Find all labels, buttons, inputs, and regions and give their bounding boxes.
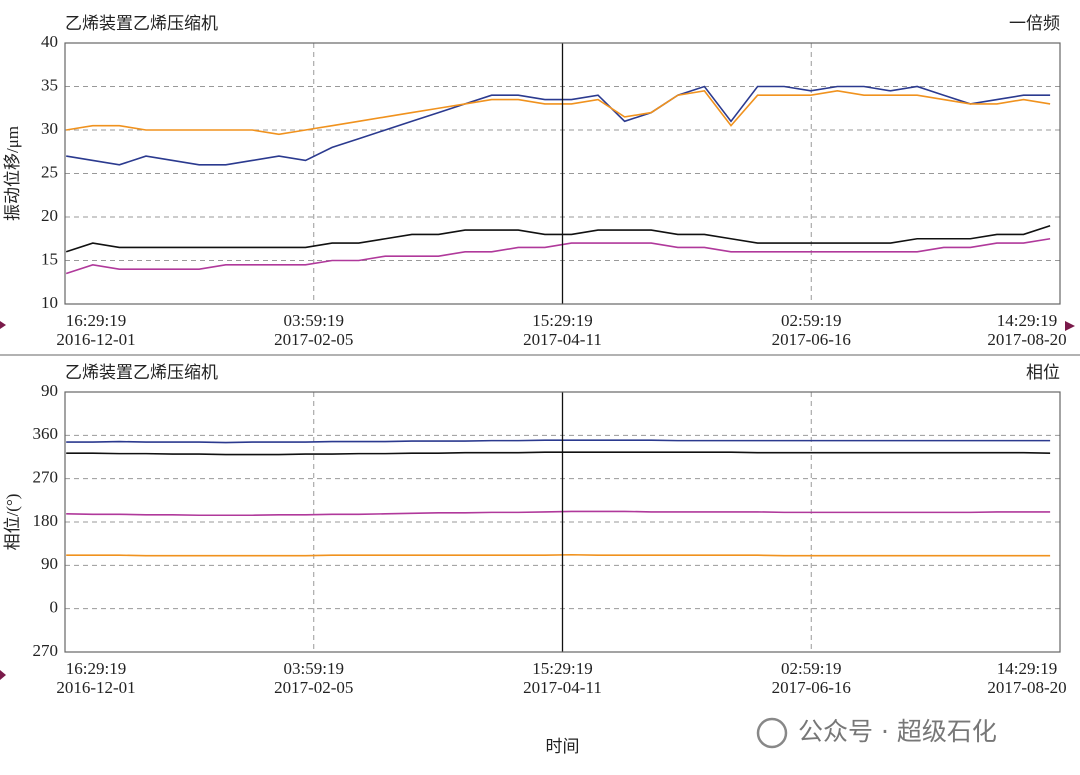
series-line <box>65 237 1051 275</box>
x-tick-label: 2017-02-05 <box>274 678 353 697</box>
plot-frame <box>64 42 1061 305</box>
x-tick-label: 02:59:19 <box>781 659 841 678</box>
y-tick-label: 35 <box>41 75 58 94</box>
x-tick-label: 2017-02-05 <box>274 330 353 349</box>
x-axis-label: 时间 <box>546 737 580 756</box>
watermark: 公众号 · 超级石化 <box>756 717 997 749</box>
x-tick-label: 2017-04-11 <box>523 330 602 349</box>
x-tick-label: 2016-12-01 <box>56 330 135 349</box>
plot-frame <box>64 391 1061 653</box>
series-line <box>66 439 1051 444</box>
x-tick-label: 2017-06-16 <box>772 678 851 697</box>
x-tick-label: 2017-08-20 <box>987 678 1066 697</box>
scroll-arrow <box>1065 321 1075 331</box>
series-line <box>65 224 1051 253</box>
y-tick-label: 90 <box>41 554 58 573</box>
y-tick-label: 40 <box>41 32 58 51</box>
scroll-arrow <box>0 321 6 329</box>
y-tick-label: 0 <box>50 598 59 617</box>
x-tick-label: 2017-06-16 <box>772 330 851 349</box>
x-tick-label: 03:59:19 <box>284 659 344 678</box>
chart-title: 乙烯装置乙烯压缩机 <box>65 14 218 33</box>
y-tick-label: 15 <box>41 249 58 268</box>
x-tick-label: 15:29:19 <box>532 659 592 678</box>
x-tick-label: 02:59:19 <box>781 311 841 330</box>
y-tick-label: 10 <box>41 293 58 312</box>
corner-label: 相位 <box>1026 363 1060 382</box>
series-line <box>66 451 1051 456</box>
y-axis-label: 相位/(°) <box>3 494 22 551</box>
series-line <box>66 85 1051 166</box>
x-tick-label: 16:29:19 <box>66 659 126 678</box>
y-axis-label: 振动位移/μm <box>3 126 22 221</box>
y-tick-label: 20 <box>41 206 58 225</box>
y-tick-label: 30 <box>41 119 58 138</box>
x-tick-label: 15:29:19 <box>532 311 592 330</box>
series-line <box>66 89 1051 136</box>
watermark-icon <box>756 717 788 749</box>
corner-label: 一倍频 <box>1009 14 1060 33</box>
y-tick-label: 25 <box>41 162 58 181</box>
x-tick-label: 03:59:19 <box>284 311 344 330</box>
scroll-arrow <box>0 670 6 680</box>
x-tick-label: 14:29:19 <box>997 311 1057 330</box>
series-line <box>66 510 1051 517</box>
series-line <box>66 553 1051 557</box>
x-tick-label: 14:29:19 <box>997 659 1057 678</box>
chart-title: 乙烯装置乙烯压缩机 <box>65 363 218 382</box>
y-tick-label: 270 <box>33 641 59 660</box>
y-tick-label: 270 <box>33 468 59 487</box>
x-tick-label: 16:29:19 <box>66 311 126 330</box>
y-tick-label: 90 <box>41 381 58 400</box>
y-tick-label: 360 <box>33 424 59 443</box>
x-tick-label: 2017-08-20 <box>987 330 1066 349</box>
y-tick-label: 180 <box>33 511 59 530</box>
x-tick-label: 2017-04-11 <box>523 678 602 697</box>
watermark-text: 公众号 · 超级石化 <box>798 717 997 746</box>
x-tick-label: 2016-12-01 <box>56 678 135 697</box>
